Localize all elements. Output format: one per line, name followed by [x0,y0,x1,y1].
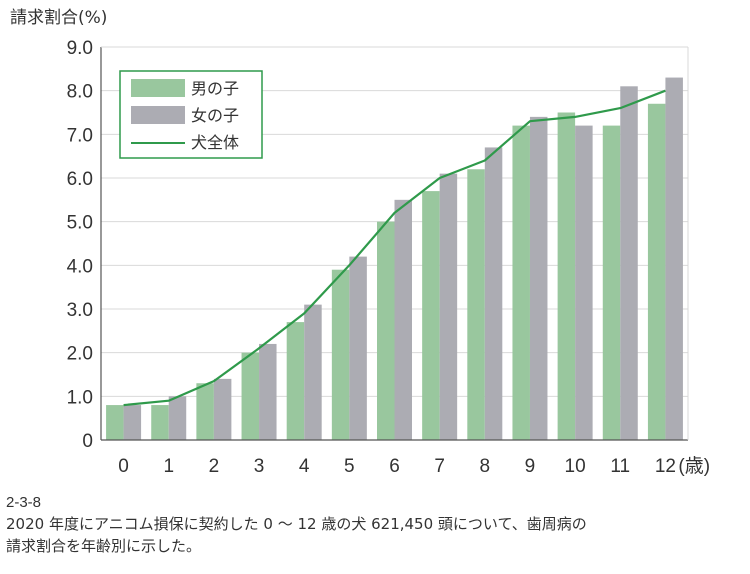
bar-boys [557,112,576,440]
bar-boys [512,125,530,440]
bar-girls [168,396,187,440]
x-tick-label: 9 [525,456,536,477]
bar-boys [196,383,214,440]
y-tick-labels: 0 1.0 2.0 3.0 4.0 5.0 6.0 7.0 8.0 9.0 [67,38,93,452]
y-tick-label: 3.0 [67,300,93,321]
bar-girls [665,77,683,441]
bar-girls [123,405,142,440]
legend-swatch-boys [131,79,185,97]
legend-label-girls: 女の子 [191,106,239,125]
bar-boys [467,169,485,440]
bar-boys [647,103,666,441]
legend-label-boys: 男の子 [191,79,239,98]
y-tick-label: 6.0 [67,169,93,190]
bar-boys [286,322,305,440]
y-tick-label: 4.0 [67,256,93,277]
bar-girls [304,304,322,440]
bar-boys [602,125,621,440]
y-axis-title: 請求割合(%) [10,8,107,28]
axes [100,46,689,441]
bar-boys [241,352,260,440]
bars [106,77,683,441]
line-series [123,89,666,407]
bar-girls [439,173,458,440]
caption-line-2: 請求割合を年齢別に示した。 [6,537,202,555]
y-tick-label: 1.0 [67,387,93,408]
x-tick-label: 3 [254,456,265,477]
bar-boys [151,405,169,440]
legend: 男の子 女の子 犬全体 [119,70,263,159]
x-tick-label: 6 [389,456,400,477]
line-all-dogs [123,89,666,407]
bar-girls [620,86,638,441]
x-axis-unit: (歳) [678,455,710,477]
y-tick-label: 5.0 [67,213,93,234]
bar-girls [529,116,548,440]
bar-girls [575,125,593,440]
bar-boys [106,405,124,440]
x-tick-label: 10 [565,456,586,477]
y-tick-label: 8.0 [67,82,93,103]
figure-number: 2-3-8 [6,494,42,511]
x-tick-label: 2 [209,456,220,477]
bar-boys [331,269,350,440]
x-tick-label: 7 [434,456,445,477]
x-tick-label: 4 [299,456,310,477]
x-tick-labels: 0 1 2 3 4 5 6 7 8 9 10 11 12 (歳) [118,455,710,477]
x-tick-label: 0 [118,456,129,477]
bar-boys [422,191,440,440]
bar-girls [259,343,277,440]
bar-girls [394,199,412,440]
x-tick-label: 1 [163,456,174,477]
x-tick-label: 11 [610,456,630,477]
legend-label-all-dogs: 犬全体 [191,133,239,152]
bar-girls [213,378,232,440]
y-tick-label: 2.0 [67,344,93,365]
caption-line-1: 2020 年度にアニコム損保に契約した 0 〜 12 歳の犬 621,450 頭… [6,515,587,533]
legend-swatch-girls [131,106,185,124]
bar-girls [349,256,367,440]
x-tick-label: 5 [344,456,355,477]
x-tick-label: 8 [480,456,491,477]
y-tick-label: 9.0 [67,38,93,59]
y-tick-label: 0 [82,431,93,452]
bar-girls [484,147,503,440]
x-tick-label: 12 [655,456,676,477]
y-tick-label: 7.0 [67,125,93,146]
bar-boys [377,221,395,440]
